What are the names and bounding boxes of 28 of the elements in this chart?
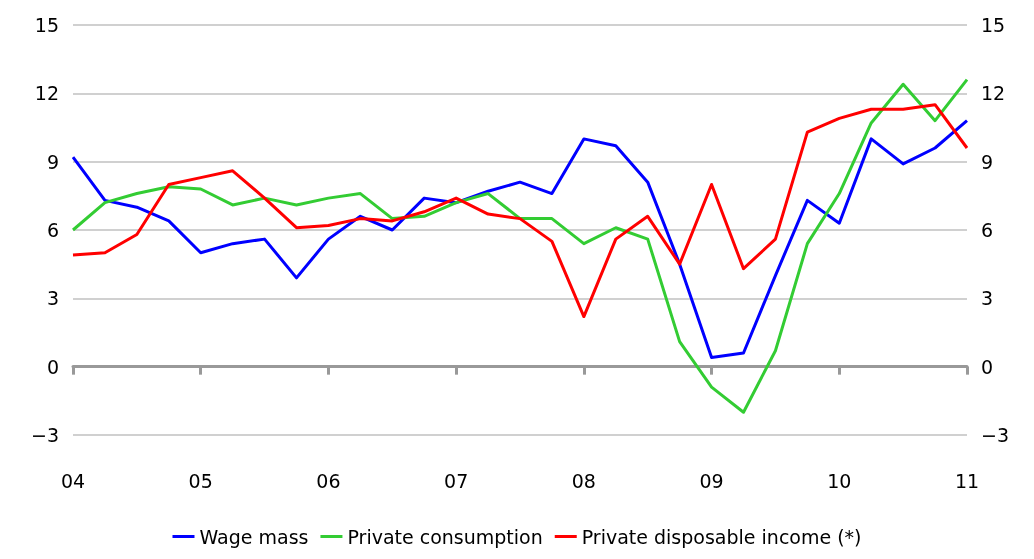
x-tick-label: 07 <box>444 469 469 492</box>
line-series <box>71 78 969 414</box>
y-tick-label: −3 <box>30 424 59 446</box>
legend-label: Private disposable income (*) <box>581 525 862 548</box>
y-tick-label: 9 <box>46 150 59 173</box>
y2-tick-label: 0 <box>981 355 994 378</box>
line-series <box>71 119 969 360</box>
x-tick-label: 09 <box>699 469 724 492</box>
x-tick-label: 04 <box>60 469 86 492</box>
y-tick-label: 0 <box>46 355 59 378</box>
y-tick-label: 15 <box>34 14 59 36</box>
line-series <box>71 103 969 319</box>
x-tick-label: 08 <box>571 469 596 492</box>
y2-tick-label: 3 <box>981 287 994 310</box>
y-tick-label: 12 <box>34 82 59 105</box>
x-tick-label: 06 <box>316 469 341 492</box>
y2-tick-label: 6 <box>981 219 994 241</box>
x-tick-label: 05 <box>188 469 213 492</box>
y-tick-label: 6 <box>46 219 59 241</box>
y2-tick-label: 12 <box>981 82 1006 105</box>
legend-label: Wage mass <box>199 525 309 548</box>
y2-tick-label: −3 <box>981 424 1010 446</box>
x-tick-label: 10 <box>827 469 852 492</box>
x-tick-label: 11 <box>954 469 980 492</box>
y-tick-label: 3 <box>46 287 59 310</box>
y2-tick-label: 9 <box>981 150 994 173</box>
y2-tick-label: 15 <box>981 14 1006 36</box>
legend-label: Private consumption <box>347 525 543 548</box>
